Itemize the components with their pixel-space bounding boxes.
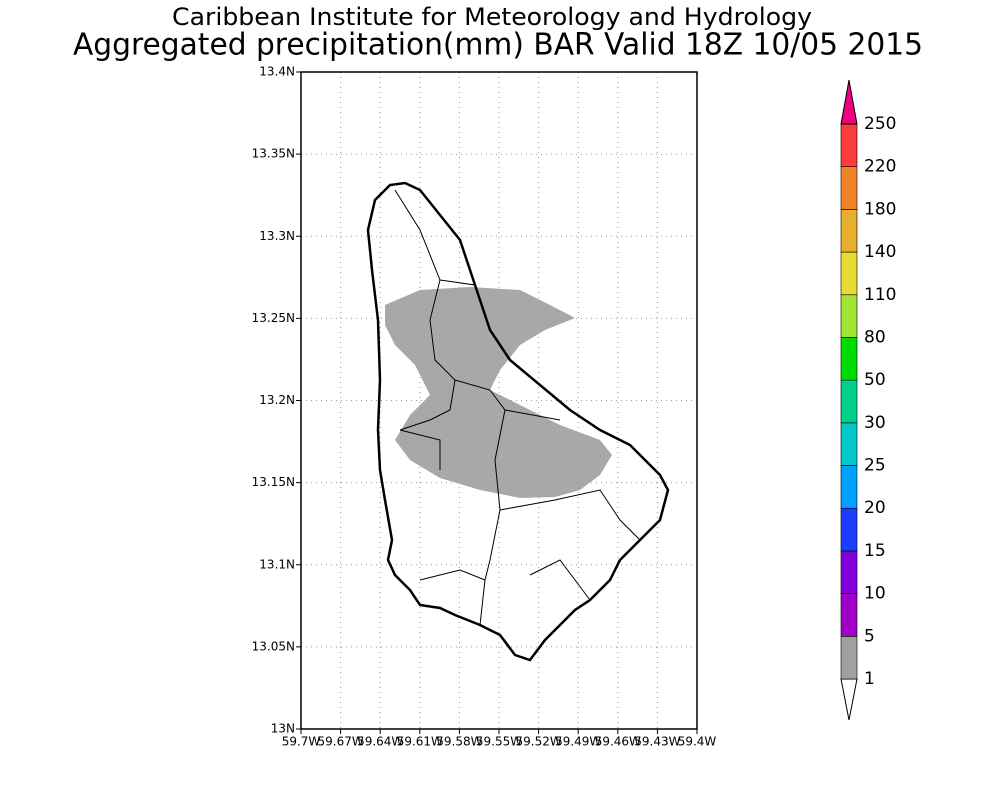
y-tick-label: 13.05N: [252, 639, 295, 653]
y-tick-label: 13.1N: [259, 557, 295, 571]
colorbar-segment: [840, 251, 858, 296]
parish-boundaries: [394, 189, 641, 626]
x-tick-label: 59.46W: [595, 735, 641, 749]
colorbar-label: 1: [864, 669, 875, 689]
x-tick-label: 59.52W: [515, 735, 561, 749]
colorbar-label: 25: [864, 456, 886, 476]
x-tick-label: 59.61W: [397, 735, 443, 749]
x-tick-label: 59.58W: [436, 735, 482, 749]
colorbar-segment: [840, 465, 858, 509]
x-tick-label: 59.64W: [357, 735, 403, 749]
colorbar-label: 250: [864, 114, 896, 134]
x-tick-label: 59.67W: [317, 735, 363, 749]
colorbar-segment: [840, 166, 858, 210]
colorbar-segment: [840, 636, 858, 680]
y-tick-label: 13N: [271, 722, 295, 736]
island-outline: [366, 181, 670, 662]
colorbar-low-triangle: [840, 678, 858, 721]
colorbar-segment: [840, 507, 858, 552]
colorbar-label: 5: [864, 626, 875, 646]
colorbar-label: 140: [864, 242, 896, 262]
colorbar-label: 180: [864, 199, 896, 219]
precip-area: [385, 287, 612, 498]
x-tick-label: 59.7W: [282, 735, 321, 749]
colorbar-segment: [840, 123, 858, 167]
colorbar-label: 80: [864, 327, 886, 347]
colorbar-segment: [840, 337, 858, 381]
colorbar-segment: [840, 294, 858, 338]
title: Caribbean Institute for Meteorology and …: [172, 3, 812, 31]
x-tick-label: 59.49W: [555, 735, 601, 749]
colorbar-segment: [840, 593, 858, 637]
colorbar-high-triangle: [840, 79, 858, 125]
colorbar-label: 20: [864, 498, 886, 518]
colorbar-segment: [840, 209, 858, 253]
y-tick-label: 13.35N: [252, 147, 295, 161]
y-tick-label: 13.15N: [252, 475, 295, 489]
y-tick-label: 13.25N: [252, 311, 295, 325]
x-tick-label: 59.43W: [634, 735, 680, 749]
x-tick-label: 59.55W: [476, 735, 522, 749]
colorbar-label: 10: [864, 584, 886, 604]
colorbar-label: 110: [864, 285, 896, 305]
colorbar-segment: [840, 422, 858, 466]
y-tick-label: 13.3N: [259, 229, 295, 243]
colorbar-label: 30: [864, 413, 886, 433]
colorbar-segment: [840, 379, 858, 424]
colorbar-label: 220: [864, 157, 896, 177]
colorbar-label: 50: [864, 370, 886, 390]
axis-ticks: 59.7W59.67W59.64W59.61W59.58W59.55W59.52…: [252, 65, 717, 749]
colorbar-segment: [840, 550, 858, 594]
subtitle: Aggregated precipitation(mm) BAR Valid 1…: [73, 28, 923, 63]
x-tick-label: 59.4W: [678, 735, 717, 749]
y-tick-label: 13.2N: [259, 393, 295, 407]
colorbar-label: 15: [864, 541, 886, 561]
y-tick-label: 13.4N: [259, 65, 295, 79]
